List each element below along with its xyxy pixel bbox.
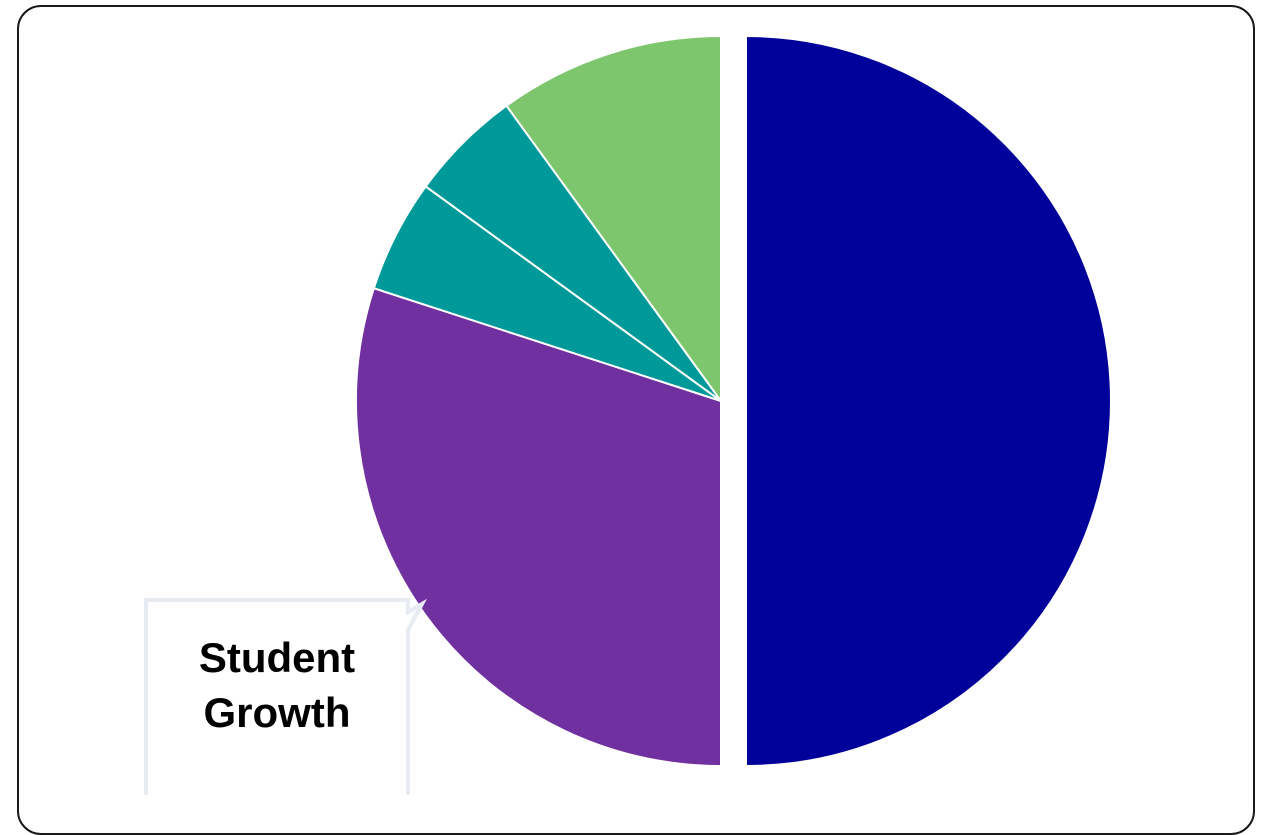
callout-label-line1: Student [199, 634, 355, 681]
pie-slice-1 [745, 35, 1112, 767]
pie-slices [355, 35, 1112, 767]
callout-box [144, 598, 428, 795]
callout-student-growth: Student Growth [144, 598, 428, 795]
pie-slice-5 [505, 35, 722, 402]
pie-slice-2 [355, 287, 722, 767]
callout-label-line2: Growth [204, 689, 351, 736]
pie-chart: Student Growth [144, 35, 1112, 795]
